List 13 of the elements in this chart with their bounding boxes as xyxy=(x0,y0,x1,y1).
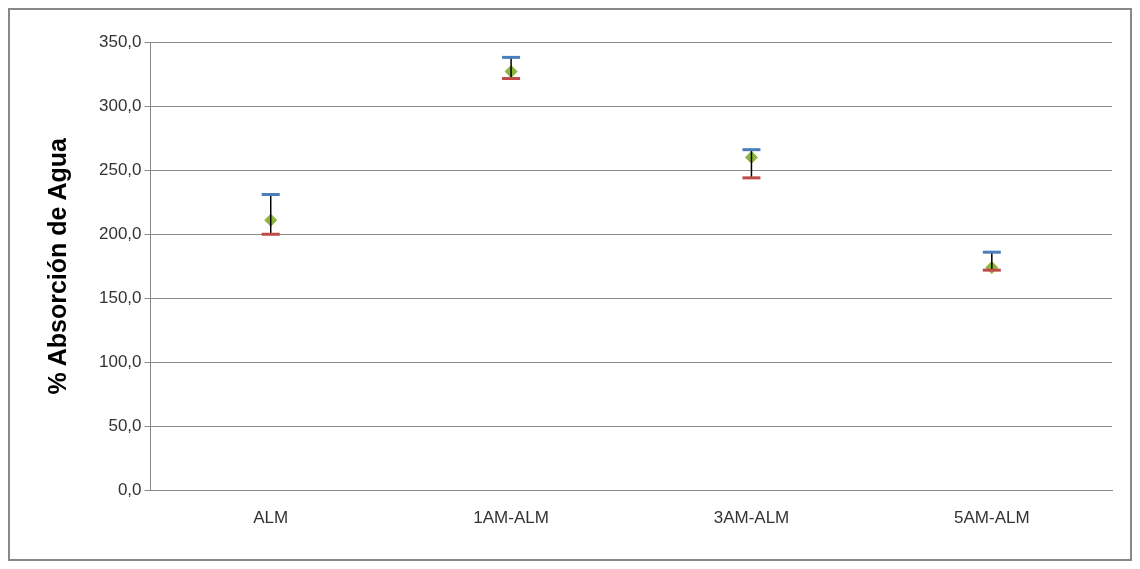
y-tick-label: 200,0 xyxy=(98,223,142,243)
y-tick-label: 50,0 xyxy=(108,416,142,436)
y-tick-label: 300,0 xyxy=(98,95,142,115)
y-tick-label: 0,0 xyxy=(117,480,142,500)
x-tick-label: 5AM-ALM xyxy=(954,508,1030,528)
y-tick-label: 150,0 xyxy=(98,288,142,308)
x-tick-label: 1AM-ALM xyxy=(473,508,549,528)
y-tick-label: 350,0 xyxy=(98,31,142,51)
y-tick-label: 100,0 xyxy=(98,352,142,372)
y-tick-label: 250,0 xyxy=(98,159,142,179)
y-axis-title: % Absorción de Agua xyxy=(42,136,71,395)
x-tick-label: ALM xyxy=(253,508,289,528)
x-tick-label: 3AM-ALM xyxy=(713,508,790,528)
